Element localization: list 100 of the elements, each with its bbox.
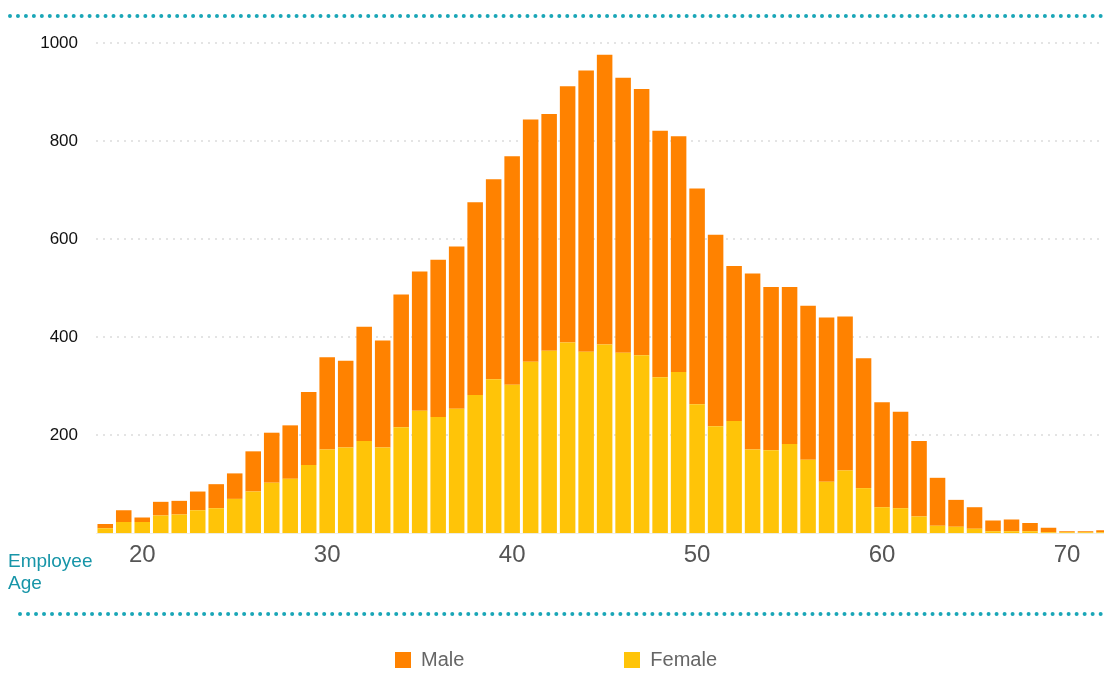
bar [781,287,798,444]
bar [226,473,243,499]
bar [208,508,224,534]
bar [800,305,816,460]
bar [430,417,446,534]
bar [504,384,520,534]
bar [226,498,243,534]
x-tick-label: 20 [128,540,156,568]
bar [115,510,132,522]
x-axis-title: Employee Age [8,550,93,594]
bar [522,361,539,534]
bar [356,326,372,442]
bar [874,402,890,508]
bar [134,521,151,534]
bar [263,482,280,534]
bar [744,273,761,450]
bar [615,352,631,534]
bar [689,404,705,534]
bar [707,234,724,427]
bar [337,447,354,534]
bar [689,188,705,405]
bar [411,271,428,411]
bar [781,443,798,534]
bar [467,202,483,395]
bar [448,246,465,409]
bar [559,86,576,343]
bar [985,520,1001,532]
bar [189,510,206,534]
bar [726,266,742,421]
bar [356,441,372,534]
bar [911,441,927,517]
y-tick-label: 800 [49,130,78,150]
bar [319,449,335,534]
bar [837,316,853,471]
bar [97,523,114,529]
bar [892,411,909,509]
bar [467,394,483,534]
bar [485,179,502,380]
bar [633,89,650,356]
bar [837,470,853,534]
bar [818,317,835,482]
bar [171,500,187,515]
bar [282,425,298,479]
bar [929,477,946,526]
bar [337,360,354,448]
bar [134,517,151,522]
bar [670,371,687,534]
bar [596,54,613,345]
y-tick-label: 600 [49,228,78,248]
bar [966,507,983,529]
bar [430,259,446,418]
bar [522,119,539,362]
bar [282,478,298,534]
bar [319,357,335,450]
bar [374,340,391,448]
bar [763,287,779,451]
bar [171,514,187,534]
legend-label: Male [420,648,465,671]
bar [948,499,964,527]
bar [300,465,317,534]
bar [245,451,261,492]
bar [448,408,465,534]
bar [818,481,835,534]
bar [152,515,169,534]
bar [115,521,132,534]
bar [726,420,742,534]
legend-label: Female [650,648,718,671]
bar [485,379,502,534]
bar [652,377,668,534]
bar [152,501,169,516]
bar [596,344,613,534]
x-tick-label: 30 [313,540,341,568]
y-tick-label: 1000 [40,32,78,52]
x-tick-label: 60 [868,540,896,568]
bar [263,432,280,483]
bar [393,294,409,428]
bar [911,516,927,534]
bar [633,355,650,534]
bar [929,525,946,534]
bar [189,491,206,511]
bar [541,350,557,534]
bar [374,447,391,534]
bar [504,156,520,385]
bar [800,459,816,534]
bar [763,450,779,534]
bar [874,507,890,534]
y-tick-label: 200 [49,424,78,444]
bar [892,508,909,534]
bar [1022,522,1038,532]
bar [300,392,317,466]
bar [948,526,964,534]
bar [670,136,687,372]
bar [855,358,872,489]
bar [208,484,224,509]
bar [411,410,428,534]
bar [855,488,872,534]
bar [578,70,594,352]
bar [652,130,668,378]
bar [707,426,724,534]
x-tick-label: 40 [498,540,526,568]
